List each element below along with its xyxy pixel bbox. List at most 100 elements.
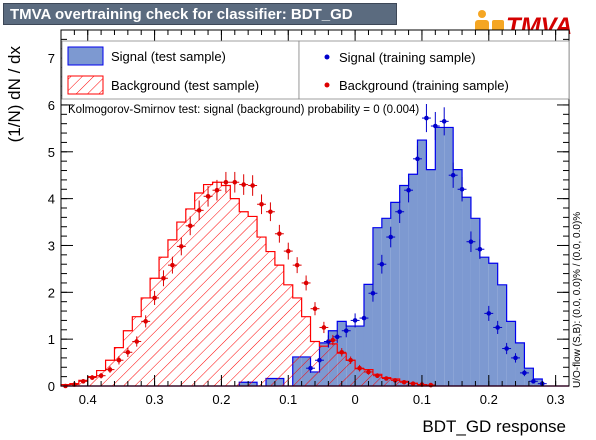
legend-signal-test-label: Signal (test sample) — [111, 49, 226, 64]
signal-test-bar — [533, 378, 543, 386]
background-train-point — [339, 349, 345, 355]
background-train-point — [392, 378, 398, 383]
signal-train-point — [477, 246, 483, 252]
background-train-point — [312, 306, 318, 312]
background-test-bar — [212, 182, 222, 386]
signal-train-point — [379, 261, 385, 267]
signal-test-bar — [408, 174, 418, 386]
signal-train-point — [388, 234, 394, 240]
background-test-bar — [87, 376, 97, 386]
background-test-bar — [257, 237, 267, 386]
y-tick-label: 2 — [48, 285, 55, 300]
signal-test-bar — [381, 218, 391, 386]
signal-train-point — [459, 186, 465, 192]
signal-test-bar — [399, 185, 409, 386]
background-test-bar — [132, 316, 142, 386]
background-train-point — [107, 367, 113, 372]
background-train-point — [321, 325, 327, 330]
title-box: TMVA overtraining check for classifier: … — [3, 3, 397, 25]
signal-train-point — [397, 209, 402, 215]
background-train-point — [401, 379, 407, 385]
legend-signal-train-marker — [324, 54, 330, 60]
x-axis-label: BDT_GD response — [422, 417, 566, 436]
background-train-point — [80, 379, 86, 384]
y-tick-label: 6 — [48, 98, 55, 113]
legend-background-test-swatch — [67, 75, 104, 95]
legend-background-train-marker — [324, 82, 330, 88]
background-train-point — [366, 369, 371, 375]
background-train-point — [152, 295, 157, 301]
signal-train-point — [495, 325, 500, 330]
signal-train-point — [352, 318, 358, 323]
signal-test-bar — [497, 284, 507, 386]
background-test-bar — [176, 222, 186, 386]
background-train-point — [161, 275, 166, 281]
chart-title: TMVA overtraining check for classifier: … — [10, 6, 353, 23]
signal-test-bar — [346, 326, 356, 386]
ks-test-text: Kolmogorov-Smirnov test: signal (backgro… — [68, 104, 419, 116]
background-test-bar — [159, 257, 168, 386]
signal-test-bar — [390, 202, 400, 386]
background-test-bar — [203, 184, 213, 386]
background-train-point — [330, 337, 336, 343]
background-train-point — [410, 381, 416, 386]
background-train-point — [259, 201, 264, 207]
background-test-bar — [185, 208, 195, 386]
background-test-bar — [105, 360, 115, 386]
signal-test-bar — [506, 321, 516, 386]
x-tick-label: 0.1 — [279, 392, 297, 407]
legend: Signal (test sample) Background (test sam… — [61, 40, 570, 100]
background-test-bar — [150, 278, 160, 386]
signal-test-bar — [417, 140, 427, 386]
y-tick-label: 3 — [48, 238, 55, 253]
background-train-point — [268, 209, 273, 215]
signal-test-bar — [355, 326, 364, 386]
background-train-point — [384, 376, 389, 381]
background-train-point — [214, 187, 220, 193]
x-tick-label: 0.3 — [146, 392, 164, 407]
background-train-point — [294, 262, 300, 268]
background-train-point — [277, 231, 282, 237]
signal-test-bar — [524, 368, 534, 386]
background-test-bar — [248, 216, 258, 386]
x-tick-label: 0.1 — [413, 392, 431, 407]
background-test-bar — [221, 185, 231, 386]
signal-train-point — [504, 346, 509, 351]
signal-test-bar — [444, 127, 454, 386]
background-test-bar — [355, 368, 364, 386]
background-train-point — [179, 244, 184, 249]
signal-train-point — [433, 123, 438, 129]
background-train-point — [134, 339, 140, 344]
signal-train-point — [450, 172, 456, 178]
background-test-bar — [266, 251, 275, 386]
signal-train-point — [513, 355, 518, 361]
logo-person-head — [478, 10, 486, 18]
background-test-bar — [230, 198, 240, 386]
overflow-text: U/O-flow (S,B): (0.0, 0.0)% / (0.0, 0.0)… — [572, 212, 583, 388]
y-tick-label: 0 — [48, 379, 55, 394]
background-train-point — [250, 183, 255, 188]
y-tick-label: 7 — [48, 51, 55, 66]
background-test-bar — [274, 265, 284, 386]
background-train-point — [375, 373, 380, 378]
signal-train-point — [334, 334, 340, 340]
signal-test-bar — [462, 197, 471, 386]
background-test-bar — [239, 211, 249, 386]
background-test-bar — [167, 239, 177, 386]
signal-test-bar — [435, 127, 445, 386]
signal-train-point — [468, 239, 474, 245]
signal-train-point — [424, 115, 429, 121]
background-train-point — [357, 365, 362, 371]
background-test-bar — [381, 377, 391, 386]
signal-train-point — [370, 290, 376, 296]
legend-signal-test-swatch — [67, 46, 104, 66]
x-tick-label: 0.4 — [79, 392, 97, 407]
signal-test-bar — [515, 342, 525, 386]
signal-train-point — [361, 315, 367, 321]
signal-train-point — [531, 379, 536, 384]
background-test-bar — [319, 346, 329, 386]
signal-test-bar — [426, 169, 436, 386]
background-train-point — [89, 375, 95, 380]
background-test-bar — [194, 193, 204, 386]
